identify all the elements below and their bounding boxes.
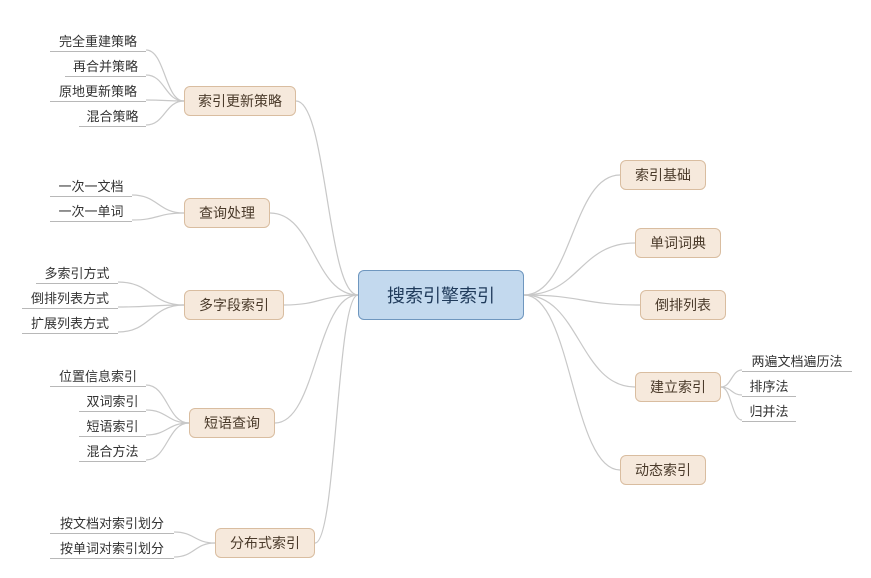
branch-distributed-index: 分布式索引	[215, 528, 315, 558]
leaf-update-strategy-1: 再合并策略	[65, 55, 146, 77]
leaf-build-index-0: 两遍文档遍历法	[742, 350, 852, 372]
leaf-distributed-index-0: 按文档对索引划分	[50, 512, 174, 534]
leaf-update-strategy-2: 原地更新策略	[50, 80, 146, 102]
branch-dynamic-index: 动态索引	[620, 455, 706, 485]
leaf-phrase-query-3: 混合方法	[79, 440, 146, 462]
leaf-update-strategy-0: 完全重建策略	[50, 30, 146, 52]
leaf-phrase-query-0: 位置信息索引	[50, 365, 146, 387]
leaf-query-processing-0: 一次一文档	[50, 175, 132, 197]
leaf-phrase-query-1: 双词索引	[79, 390, 146, 412]
leaf-multi-field-index-1: 倒排列表方式	[22, 287, 118, 309]
center-node: 搜索引擎索引	[358, 270, 524, 320]
leaf-build-index-1: 排序法	[742, 375, 796, 397]
leaf-build-index-2: 归并法	[742, 400, 796, 422]
branch-query-processing: 查询处理	[184, 198, 270, 228]
branch-index-basics: 索引基础	[620, 160, 706, 190]
leaf-multi-field-index-2: 扩展列表方式	[22, 312, 118, 334]
leaf-distributed-index-1: 按单词对索引划分	[50, 537, 174, 559]
branch-phrase-query: 短语查询	[189, 408, 275, 438]
leaf-phrase-query-2: 短语索引	[79, 415, 146, 437]
branch-update-strategy: 索引更新策略	[184, 86, 296, 116]
branch-inverted-list: 倒排列表	[640, 290, 726, 320]
leaf-update-strategy-3: 混合策略	[79, 105, 146, 127]
leaf-multi-field-index-0: 多索引方式	[36, 262, 118, 284]
branch-word-dictionary: 单词词典	[635, 228, 721, 258]
branch-build-index: 建立索引	[635, 372, 721, 402]
branch-multi-field-index: 多字段索引	[184, 290, 284, 320]
leaf-query-processing-1: 一次一单词	[50, 200, 132, 222]
